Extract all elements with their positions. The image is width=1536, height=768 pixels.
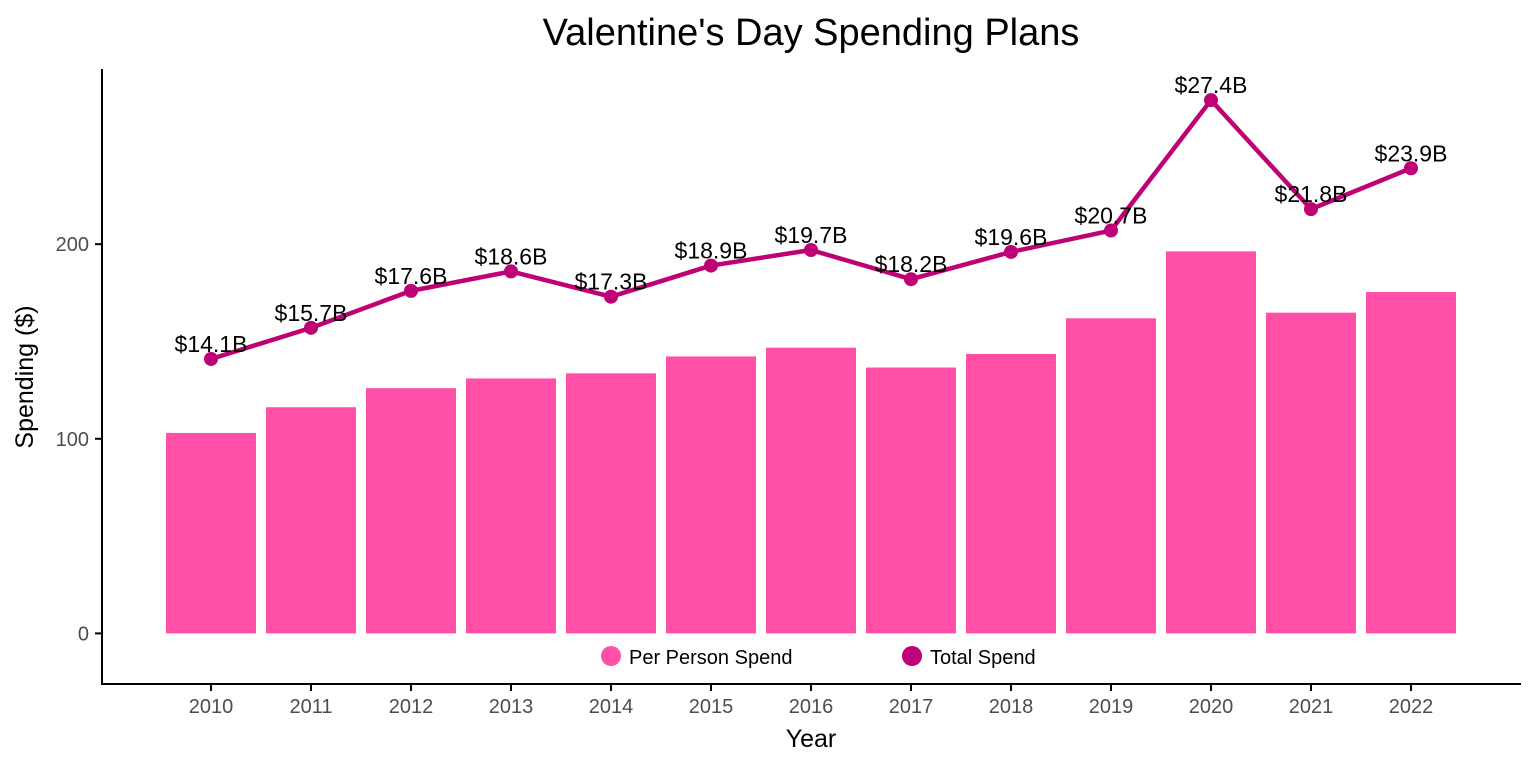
total-spend-point-2012	[404, 283, 418, 298]
x-tick-label-2016: 2016	[789, 696, 834, 718]
x-tick-label-2018: 2018	[989, 696, 1034, 718]
x-axis-ticks: 2010 2011 2012 2013 2014 2015 2016 2017 2018 2019…	[189, 684, 1434, 718]
x-tick-label-2022: 2022	[1389, 696, 1434, 718]
legend: Per Person Spend Total Spend	[601, 646, 1036, 669]
data-label-2017: $18.2B	[875, 251, 948, 277]
x-tick-label-2020: 2020	[1189, 696, 1234, 718]
legend-label-per-person-spend: Per Person Spend	[629, 647, 792, 669]
bar-2022	[1366, 292, 1456, 634]
legend-swatch-total-spend	[902, 646, 922, 666]
data-label-2019: $20.7B	[1075, 203, 1148, 229]
data-label-2011: $15.7B	[275, 300, 348, 326]
y-tick-label-100: 100	[56, 429, 89, 451]
total-spend-point-2022	[1404, 161, 1418, 176]
x-axis-title: Year	[786, 725, 837, 753]
bar-2012	[366, 388, 456, 634]
data-label-2022: $23.9B	[1375, 140, 1448, 166]
data-label-2010: $14.1B	[175, 331, 248, 357]
data-label-2018: $19.6B	[975, 224, 1048, 250]
total-spend-point-2013	[504, 264, 518, 279]
y-tick-label-200: 200	[56, 234, 89, 256]
total-spend-point-2018	[1004, 244, 1018, 259]
x-tick-label-2019: 2019	[1089, 696, 1134, 718]
bar-2011	[266, 407, 356, 634]
points-layer	[204, 93, 1418, 366]
y-axis-title: Spending ($)	[11, 305, 39, 448]
bar-2020	[1166, 251, 1256, 634]
bar-2019	[1066, 318, 1156, 634]
chart-title: Valentine's Day Spending Plans	[543, 12, 1080, 54]
total-spend-point-2011	[304, 320, 318, 335]
y-tick-label-0: 0	[78, 623, 89, 645]
bar-2021	[1266, 312, 1356, 634]
y-axis-ticks: 0 100 200	[56, 234, 102, 645]
data-label-2012: $17.6B	[375, 263, 448, 289]
data-label-2015: $18.9B	[675, 238, 748, 264]
x-tick-label-2015: 2015	[689, 696, 734, 718]
legend-label-total-spend: Total Spend	[930, 647, 1036, 669]
bar-2016	[766, 347, 856, 634]
labels-layer: $14.1B $15.7B $17.6B $18.6B $17.3B $18.9B $19.…	[175, 72, 1448, 357]
data-label-2014: $17.3B	[575, 269, 648, 295]
total-spend-point-2019	[1104, 223, 1118, 238]
data-label-2016: $19.7B	[775, 222, 848, 248]
data-label-2021: $21.8B	[1275, 181, 1348, 207]
bar-2014	[566, 373, 656, 634]
x-tick-label-2014: 2014	[589, 696, 634, 718]
bar-2013	[466, 378, 556, 634]
x-tick-label-2010: 2010	[189, 696, 234, 718]
bars-layer	[166, 251, 1456, 634]
bar-2018	[966, 353, 1056, 634]
x-tick-label-2011: 2011	[289, 696, 332, 718]
bar-2015	[666, 356, 756, 634]
total-spend-point-2016	[804, 242, 818, 257]
total-spend-point-2015	[704, 258, 718, 273]
bar-2017	[866, 367, 956, 634]
total-spend-point-2010	[204, 351, 218, 366]
bar-2010	[166, 432, 256, 634]
total-spend-point-2020	[1204, 93, 1218, 108]
data-label-2013: $18.6B	[475, 243, 548, 269]
legend-swatch-per-person-spend	[601, 646, 621, 666]
x-tick-label-2021: 2021	[1289, 696, 1334, 718]
x-tick-label-2013: 2013	[489, 696, 534, 718]
x-tick-label-2017: 2017	[889, 696, 934, 718]
total-spend-point-2014	[604, 289, 618, 304]
total-spend-point-2021	[1304, 202, 1318, 217]
x-tick-label-2012: 2012	[389, 696, 434, 718]
data-label-2020: $27.4B	[1175, 72, 1248, 98]
total-spend-point-2017	[904, 272, 918, 287]
